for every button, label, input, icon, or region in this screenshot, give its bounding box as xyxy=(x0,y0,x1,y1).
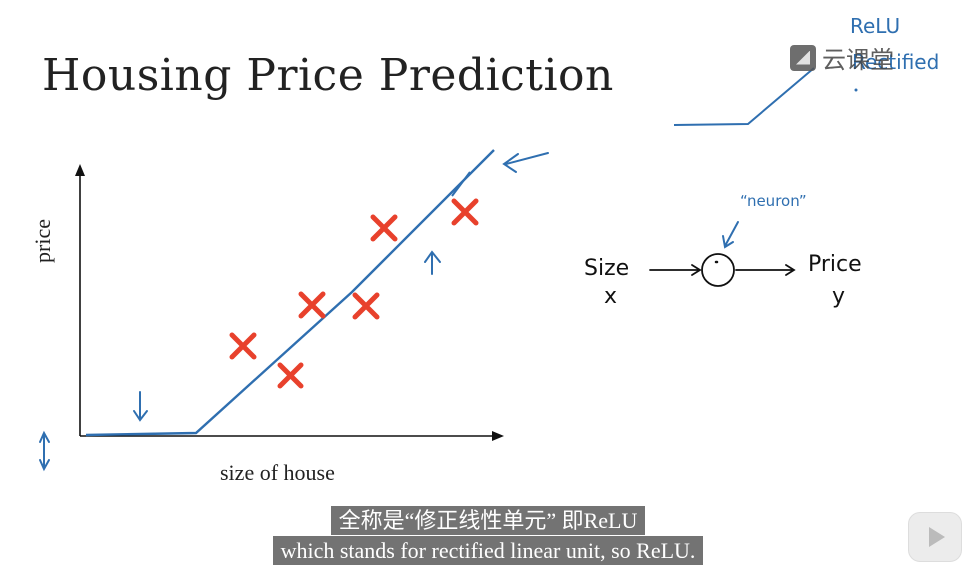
output-arrow-icon xyxy=(735,264,796,276)
input-arrow-icon xyxy=(649,264,702,276)
left-arrow-icon xyxy=(502,152,549,173)
x-axis-label: size of house xyxy=(220,460,335,485)
data-point-marker xyxy=(451,198,479,226)
slide-title: Housing Price Prediction xyxy=(42,50,614,101)
data-point-marker xyxy=(352,292,380,320)
up-arrow-icon xyxy=(424,250,441,275)
yunketang-logo-icon xyxy=(790,44,816,71)
relu-label: ReLU xyxy=(850,14,901,38)
data-point-marker xyxy=(277,362,304,389)
handwritten-arrows xyxy=(39,152,549,472)
input-x-label: x xyxy=(604,284,618,309)
watermark: 云课堂 xyxy=(790,40,894,75)
data-point-marker xyxy=(229,332,257,360)
output-y-label: y xyxy=(832,284,846,309)
subtitle-english-row: which stands for rectified linear unit, … xyxy=(0,536,976,565)
neuron-diagram xyxy=(649,253,796,287)
subtitle-english: which stands for rectified linear unit, … xyxy=(272,536,704,565)
up-down-arrow-icon xyxy=(39,430,50,472)
y-axis-arrow-icon xyxy=(75,164,85,176)
input-size-label: Size xyxy=(584,256,630,281)
relu-fit-line xyxy=(85,149,495,437)
data-points xyxy=(229,198,479,389)
neuron-label: “neuron” xyxy=(740,192,807,210)
output-price-label: Price xyxy=(808,252,862,277)
watermark-text: 云课堂 xyxy=(822,46,894,74)
plot-axes xyxy=(75,164,504,441)
data-point-marker xyxy=(298,291,326,319)
neuron-circle-icon xyxy=(701,253,735,287)
subtitle-chinese-row: 全称是“修正线性单元” 即ReLU xyxy=(0,503,976,535)
neuron-pointer-arrow-icon xyxy=(722,221,739,249)
y-axis-label: price xyxy=(30,219,55,263)
down-arrow-icon xyxy=(133,391,148,422)
data-point-marker xyxy=(370,214,398,242)
x-axis-arrow-icon xyxy=(492,431,504,441)
subtitle-chinese: 全称是“修正线性单元” 即ReLU xyxy=(330,506,646,535)
play-button-icon[interactable] xyxy=(908,512,962,562)
relu-sketch xyxy=(673,67,815,126)
rectified-label: Rectified xyxy=(852,50,940,74)
